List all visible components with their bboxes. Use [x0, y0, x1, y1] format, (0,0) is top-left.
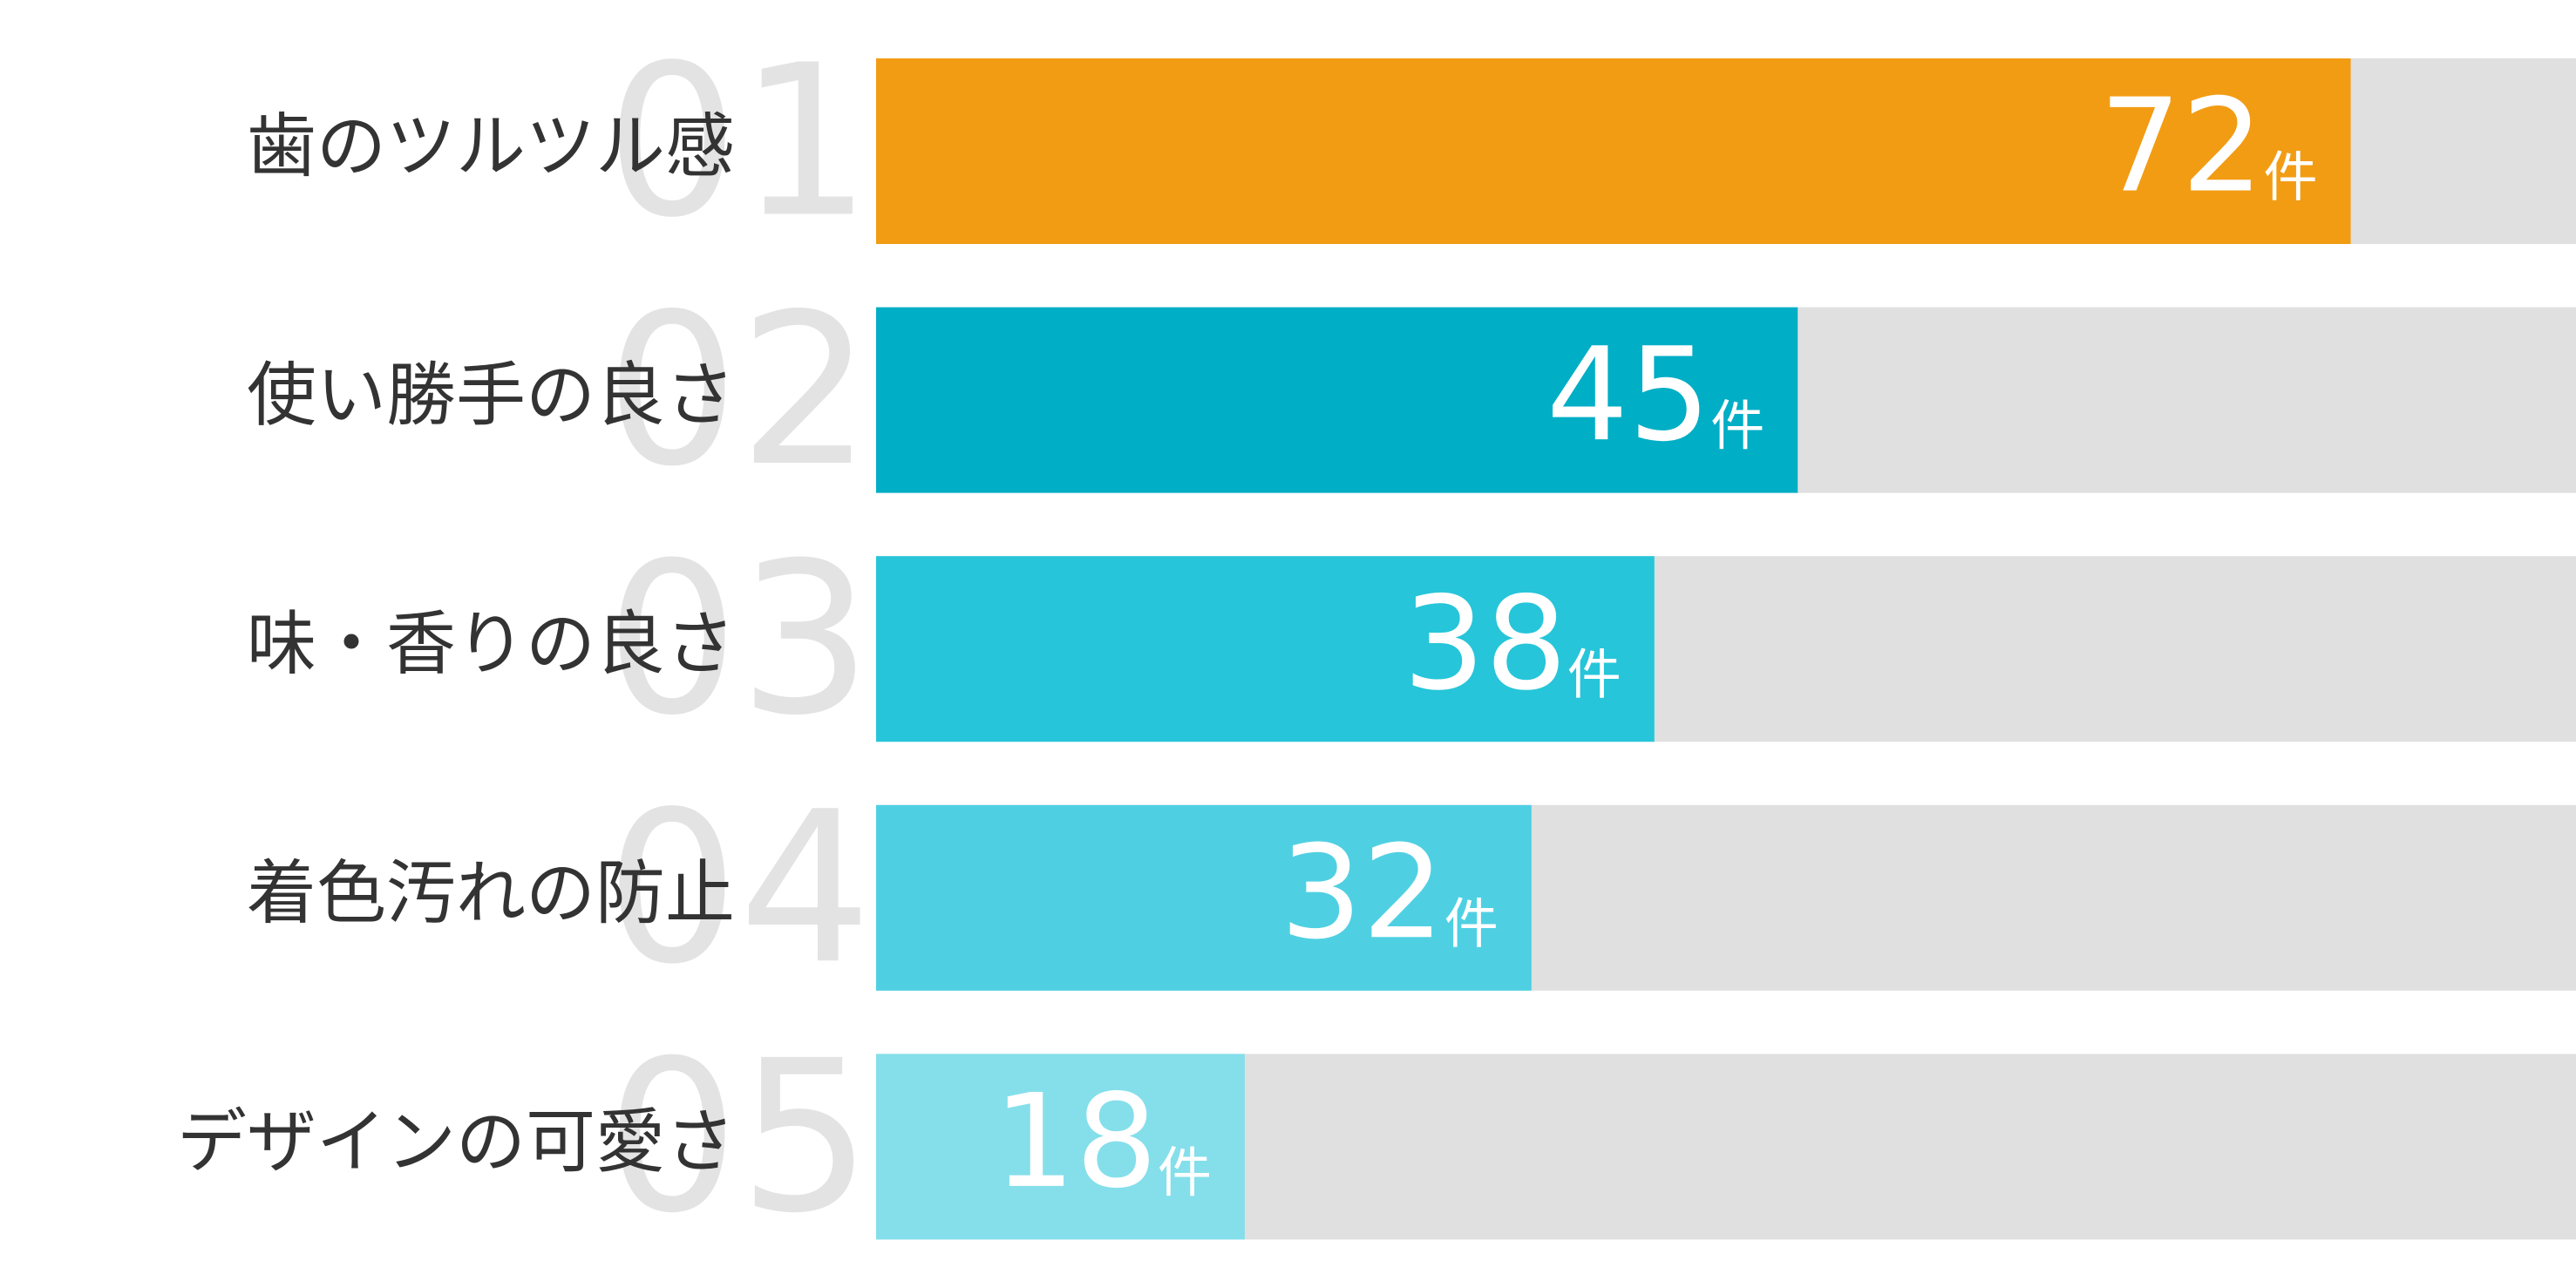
bar [876, 1054, 1245, 1240]
rank-number: 04 [606, 766, 872, 1010]
value-unit: 件 [1444, 891, 1499, 955]
category-label: デザインの可愛さ [177, 1101, 735, 1183]
value-unit: 件 [1158, 1141, 1212, 1204]
value-number: 32 [1280, 817, 1444, 967]
value-label: 32件 [1280, 817, 1498, 967]
value-number: 45 [1546, 320, 1710, 470]
value-label: 38件 [1403, 568, 1621, 718]
value-label: 72件 [2099, 71, 2317, 220]
rank-number: 05 [606, 1015, 872, 1259]
bar [876, 804, 1532, 991]
value-unit: 件 [1710, 394, 1764, 458]
value-label: 18件 [994, 1066, 1212, 1216]
category-label: 着色汚れの防止 [247, 852, 735, 933]
category-label: 味・香りの良さ [247, 604, 735, 685]
value-number: 38 [1403, 568, 1567, 718]
category-label: 使い勝手の良さ [247, 355, 735, 436]
rank-number: 02 [606, 268, 872, 512]
bar [876, 58, 2351, 244]
bar [876, 556, 1655, 742]
bar [876, 307, 1798, 493]
value-unit: 件 [1567, 643, 1621, 707]
category-label: 歯のツルツル感 [247, 105, 735, 186]
rank-number: 01 [606, 19, 872, 263]
value-number: 18 [994, 1066, 1158, 1216]
value-unit: 件 [2264, 146, 2318, 209]
value-label: 45件 [1546, 320, 1764, 470]
rank-number: 03 [606, 518, 872, 762]
value-number: 72 [2099, 71, 2263, 220]
